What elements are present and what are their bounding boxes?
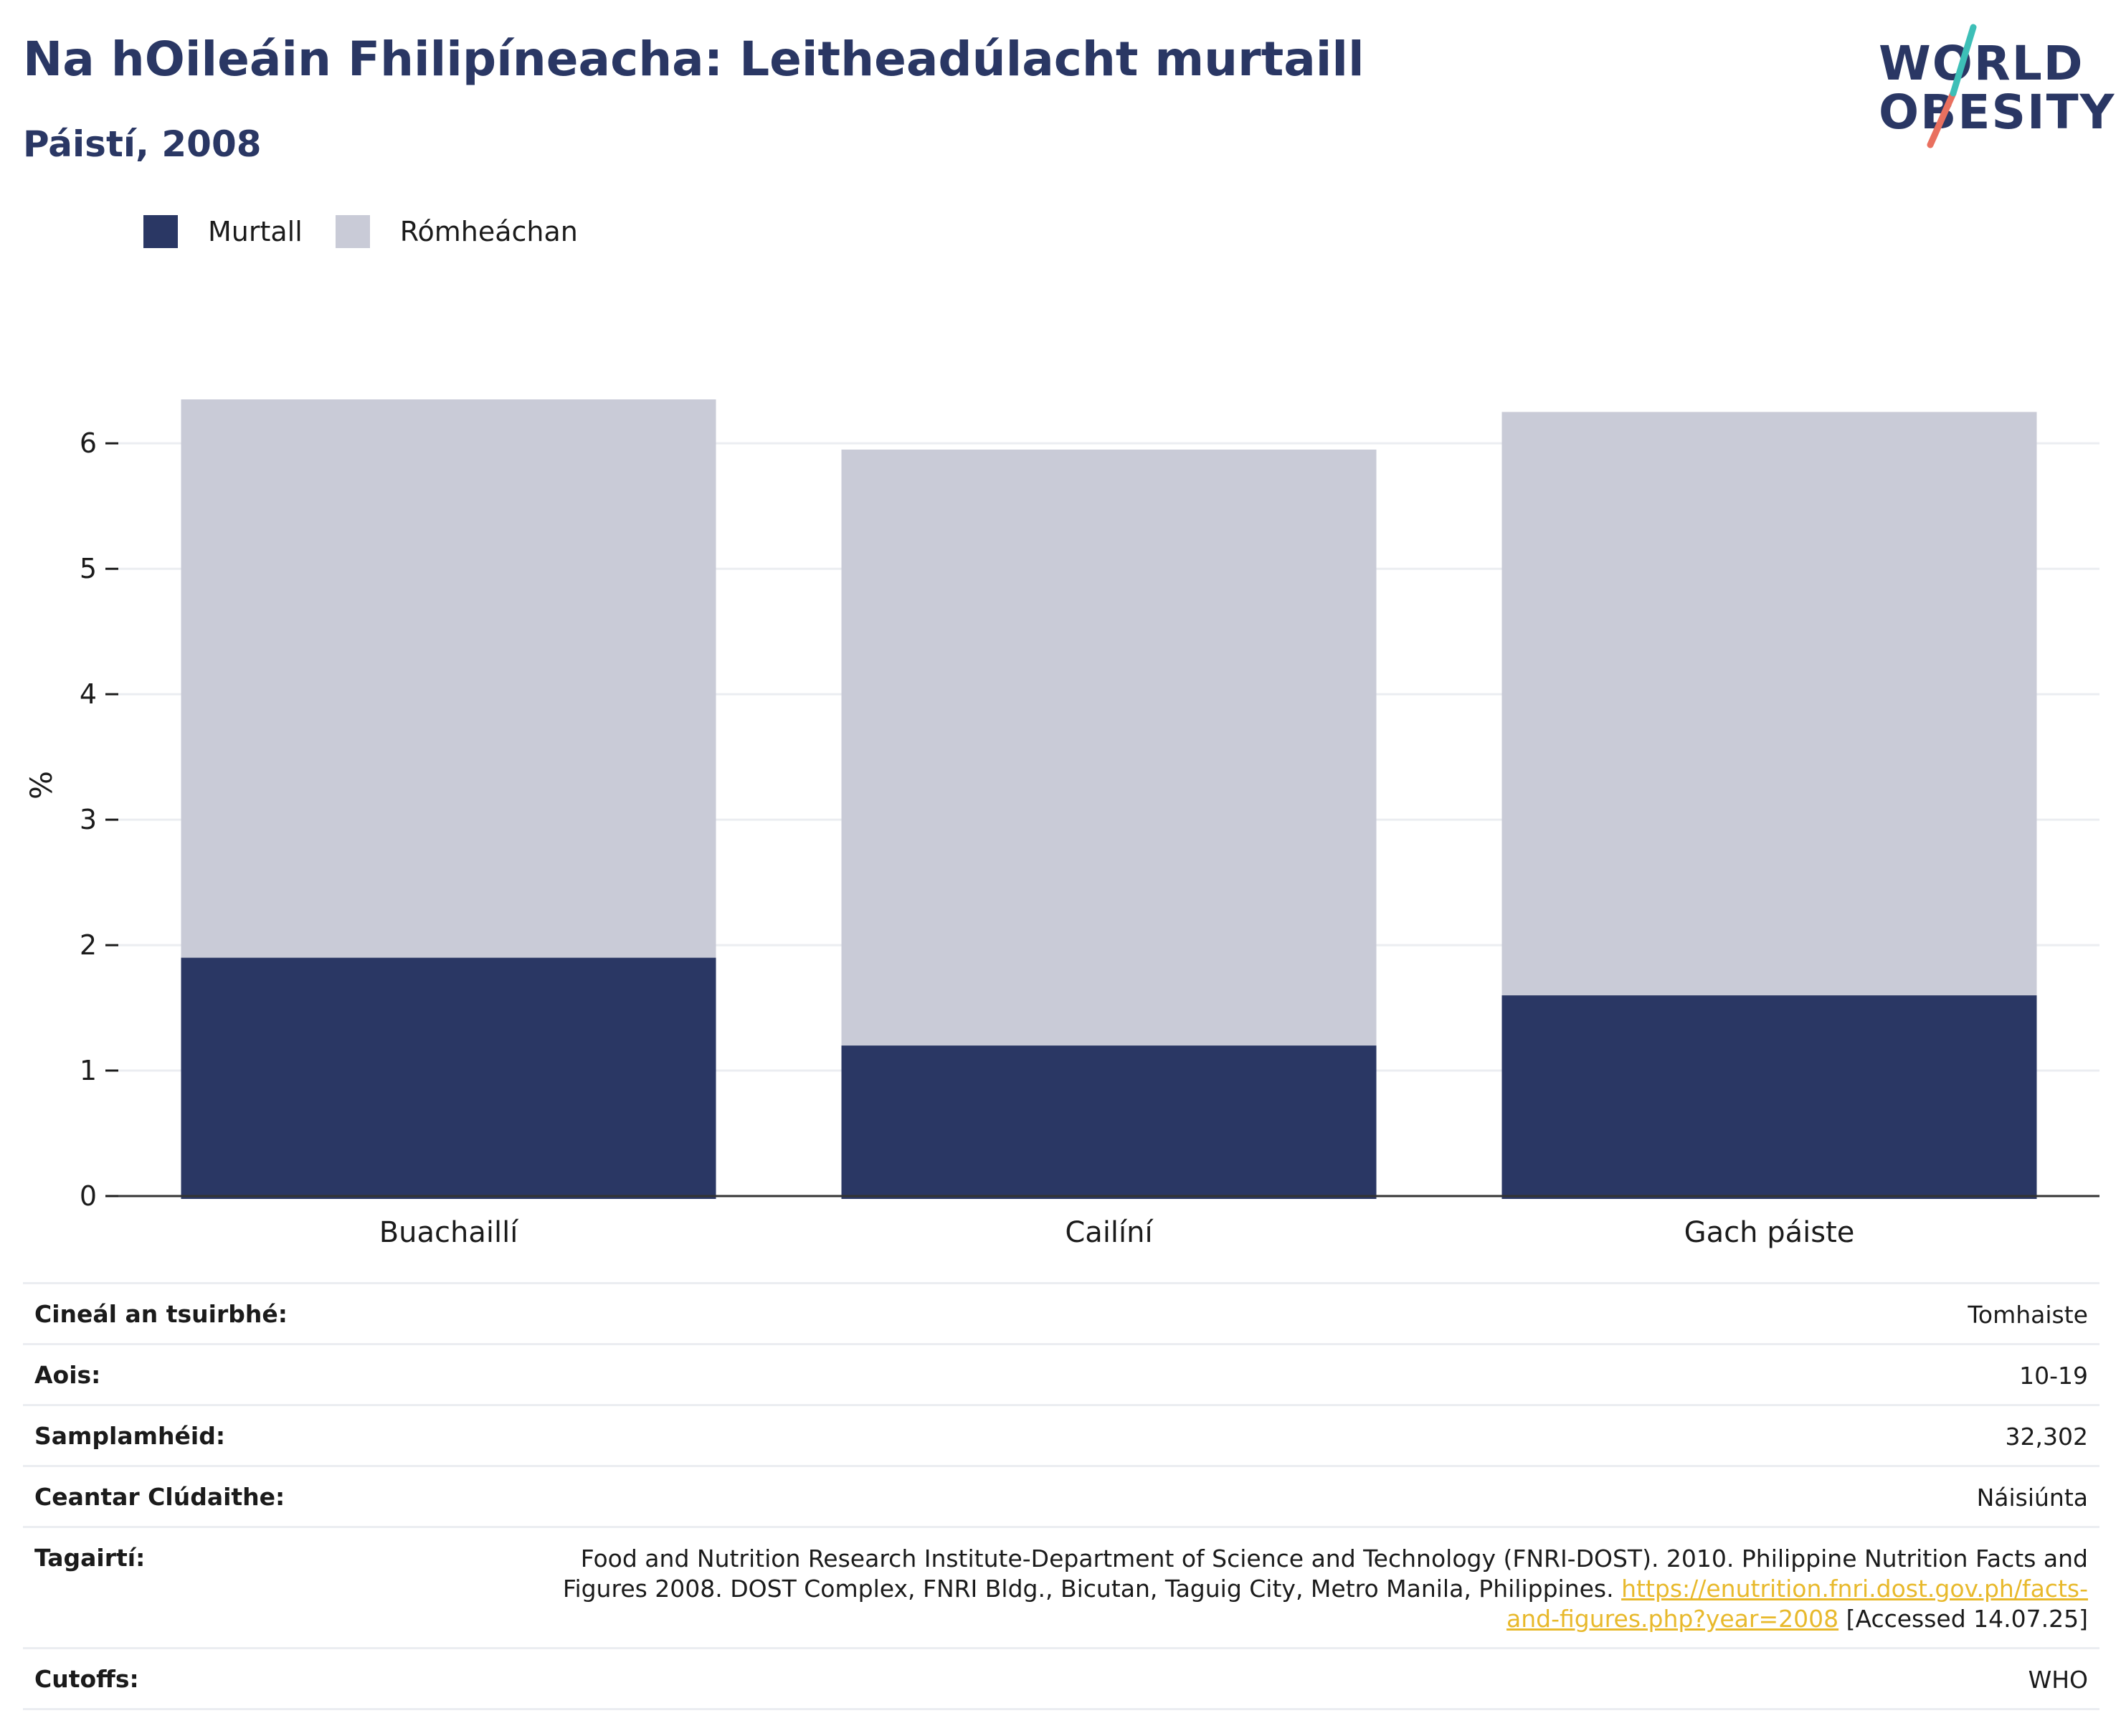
meta-row-cutoffs: Cutoffs: WHO <box>23 1647 2099 1710</box>
y-tick-label-6: 6 <box>80 427 97 459</box>
y-tick-label-1: 1 <box>80 1055 97 1086</box>
age-label: Aois: <box>34 1361 101 1389</box>
reference-text: Food and Nutrition Research Institute-De… <box>562 1545 2088 1603</box>
sample-size-label: Samplamhéid: <box>34 1422 226 1450</box>
bar-overweight-0[interactable] <box>181 399 716 958</box>
reference-link[interactable]: https://enutrition.fnri.dost.gov.ph/fact… <box>1506 1575 2088 1633</box>
age-value: 10-19 <box>2019 1362 2088 1390</box>
bar-obese-0[interactable] <box>181 957 716 1199</box>
meta-row-sample-size: Samplamhéid: 32,302 <box>23 1404 2099 1465</box>
x-tick-label-0: Buachaillí <box>379 1216 520 1249</box>
y-tick-label-4: 4 <box>80 678 97 710</box>
chart-subtitle: Páistí, 2008 <box>23 123 262 165</box>
x-tick-label-2: Gach páiste <box>1684 1216 1855 1249</box>
bar-obese-1[interactable] <box>841 1045 1377 1199</box>
legend-label-obese: Murtall <box>208 216 303 247</box>
logo-line-1: WORLD <box>1879 36 2084 91</box>
bar-overweight-2[interactable] <box>1501 412 2037 996</box>
legend-swatch-obese <box>143 215 178 248</box>
cutoffs-value: WHO <box>2028 1666 2088 1694</box>
logo-slash-icon <box>1927 24 1977 148</box>
bar-obese-2[interactable] <box>1501 995 2037 1199</box>
bar-overweight-1[interactable] <box>841 449 1377 1046</box>
legend-item-obese[interactable]: Murtall <box>143 215 303 248</box>
y-tick-label-5: 5 <box>80 553 97 584</box>
world-obesity-logo: WORLD OBESITY <box>1864 22 2114 158</box>
legend-swatch-overweight <box>335 215 370 248</box>
x-tick-label-1: Cailíní <box>1065 1216 1154 1249</box>
references-value: Food and Nutrition Research Institute-De… <box>554 1544 2088 1634</box>
chart-legend: Murtall Rómheáchan <box>143 214 611 250</box>
reference-accessed: [Accessed 14.07.25] <box>1838 1605 2088 1633</box>
meta-row-references: Tagairtí: Food and Nutrition Research In… <box>23 1526 2099 1647</box>
meta-row-age: Aois: 10-19 <box>23 1343 2099 1404</box>
survey-details-table: Cineál an tsuirbhé: Tomhaiste Aois: 10-1… <box>23 1282 2099 1710</box>
meta-row-area: Ceantar Clúdaithe: Náisiúnta <box>23 1465 2099 1526</box>
y-tick-label-3: 3 <box>80 804 97 835</box>
chart-title: Na hOileáin Fhilipíneacha: Leitheadúlach… <box>23 32 1365 87</box>
bar-chart: 0 1 2 3 4 5 6% Buachaillí Cailíní Gach páiste <box>24 399 2099 1249</box>
y-tick-label-2: 2 <box>80 929 97 961</box>
area-covered-label: Ceantar Clúdaithe: <box>34 1483 285 1511</box>
legend-label-overweight: Rómheáchan <box>399 216 578 247</box>
survey-type-label: Cineál an tsuirbhé: <box>34 1300 288 1328</box>
cutoffs-label: Cutoffs: <box>34 1665 139 1693</box>
logo-line-2: OBESITY <box>1879 85 2116 140</box>
references-label: Tagairtí: <box>34 1544 146 1572</box>
area-covered-value: Náisiúnta <box>1976 1484 2088 1512</box>
y-axis-label: % <box>24 771 59 800</box>
sample-size-value: 32,302 <box>2005 1423 2088 1451</box>
meta-row-survey-type: Cineál an tsuirbhé: Tomhaiste <box>23 1282 2099 1343</box>
survey-type-value: Tomhaiste <box>1968 1301 2088 1329</box>
legend-item-overweight[interactable]: Rómheáchan <box>335 215 578 248</box>
y-tick-label-0: 0 <box>80 1180 97 1212</box>
